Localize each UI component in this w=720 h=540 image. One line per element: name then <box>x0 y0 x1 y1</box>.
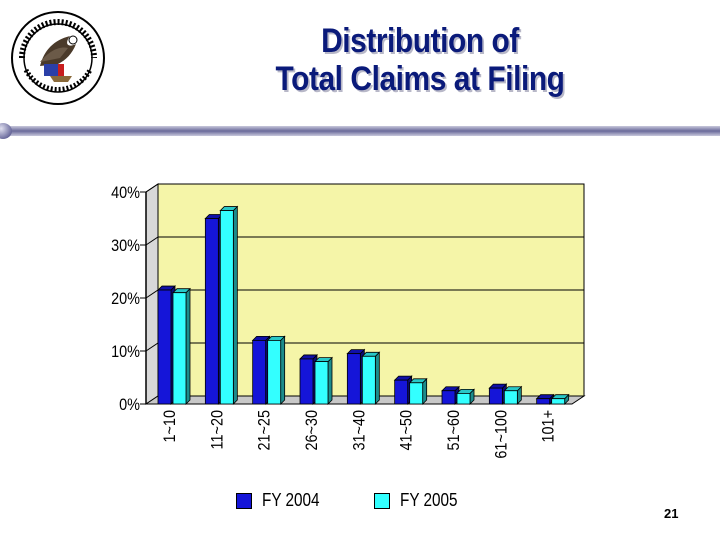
bar-fy-2005-31~40 <box>361 351 381 405</box>
bar-fy-2005-61~100 <box>503 385 523 405</box>
bar-front <box>361 355 376 405</box>
bar-fy-2004-101+ <box>535 393 555 405</box>
bar-front <box>252 339 267 405</box>
bar-side <box>280 335 286 405</box>
bar-fy-2004-26~30 <box>299 353 318 405</box>
bar-front <box>488 387 503 405</box>
bar-fy-2004-61~100 <box>488 383 508 405</box>
x-tick-label: 26~30 <box>303 410 321 451</box>
y-tick-label: 40% <box>111 184 140 202</box>
y-tick-label: 20% <box>111 290 140 308</box>
legend-swatch-fy2004 <box>236 492 252 509</box>
bar-fy-2005-101+ <box>550 393 570 405</box>
x-tick-label: 61~100 <box>492 410 510 459</box>
slide-title: Distribution of Total Claims at Filing <box>191 22 649 98</box>
bar-fy-2004-41~50 <box>393 375 413 405</box>
x-tick-label: 51~60 <box>445 410 463 451</box>
y-tick-label: 0% <box>119 396 140 414</box>
gridline <box>145 183 584 193</box>
legend-label-fy2004: FY 2004 <box>262 490 320 510</box>
bar-front <box>157 289 172 405</box>
bar-fy-2005-26~30 <box>314 356 333 405</box>
bar-side <box>232 205 238 405</box>
bar-fy-2005-41~50 <box>408 377 428 405</box>
bar-fy-2005-1~10 <box>172 287 191 405</box>
bar-fy-2004-21~25 <box>251 335 271 405</box>
bar-front <box>536 398 551 405</box>
uspto-seal-logo <box>11 11 105 105</box>
bar-front <box>409 382 424 405</box>
bar-side <box>185 287 191 405</box>
x-tick-label: 11~20 <box>208 410 226 450</box>
bar-fy-2005-21~25 <box>266 335 286 405</box>
x-tick-label: 21~25 <box>256 410 274 451</box>
bar-front <box>551 398 566 405</box>
bar-front <box>299 358 314 405</box>
y-tick-label: 30% <box>111 237 140 255</box>
bar-chart: 0% 10% 20% 30% 40% 1~10 11~20 21~25 26~30 31~40 4… <box>111 183 586 459</box>
gridline <box>145 236 584 246</box>
y-axis-ticks: 0% 10% 20% 30% 40% <box>111 184 147 414</box>
legend-item-fy2005: FY 2005 <box>374 490 468 511</box>
bar-fy-2004-31~40 <box>346 348 366 405</box>
title-line-1: Distribution of <box>321 22 519 60</box>
bar-side <box>374 351 380 405</box>
bar-side <box>327 356 333 405</box>
chart-legend: FY 2004 FY 2005 <box>236 490 556 514</box>
bar-front <box>204 218 219 405</box>
bar-front <box>219 210 234 405</box>
bar-fy-2005-11~20 <box>219 205 239 405</box>
title-divider <box>0 126 720 136</box>
bar-front <box>441 390 456 405</box>
bar-front <box>456 392 471 405</box>
bar-fy-2005-51~60 <box>456 388 475 405</box>
x-tick-label: 31~40 <box>350 410 368 451</box>
divider-ornament <box>0 123 12 139</box>
title-line-2: Total Claims at Filing <box>275 60 565 98</box>
x-tick-label: 101+ <box>540 410 558 443</box>
x-axis-ticks: 1~10 11~20 21~25 26~30 31~40 41~50 51~60 61~100… <box>161 410 558 459</box>
y-tick-label: 10% <box>111 343 140 361</box>
bar-front <box>314 361 329 405</box>
x-tick-label: 41~50 <box>398 410 416 451</box>
bar-fy-2004-51~60 <box>441 385 460 405</box>
page-number: 21 <box>664 506 679 521</box>
legend-item-fy2004: FY 2004 <box>236 490 330 511</box>
legend-swatch-fy2005 <box>374 492 390 509</box>
legend-label-fy2005: FY 2005 <box>400 490 458 510</box>
chart-bars <box>157 205 570 405</box>
bar-front <box>267 339 282 405</box>
bar-front <box>394 379 409 405</box>
bar-fy-2004-11~20 <box>204 213 224 405</box>
bar-front <box>346 353 361 405</box>
bar-fy-2004-1~10 <box>157 285 176 405</box>
x-tick-label: 1~10 <box>161 410 179 443</box>
bar-front <box>503 390 518 405</box>
bar-front <box>172 292 187 405</box>
